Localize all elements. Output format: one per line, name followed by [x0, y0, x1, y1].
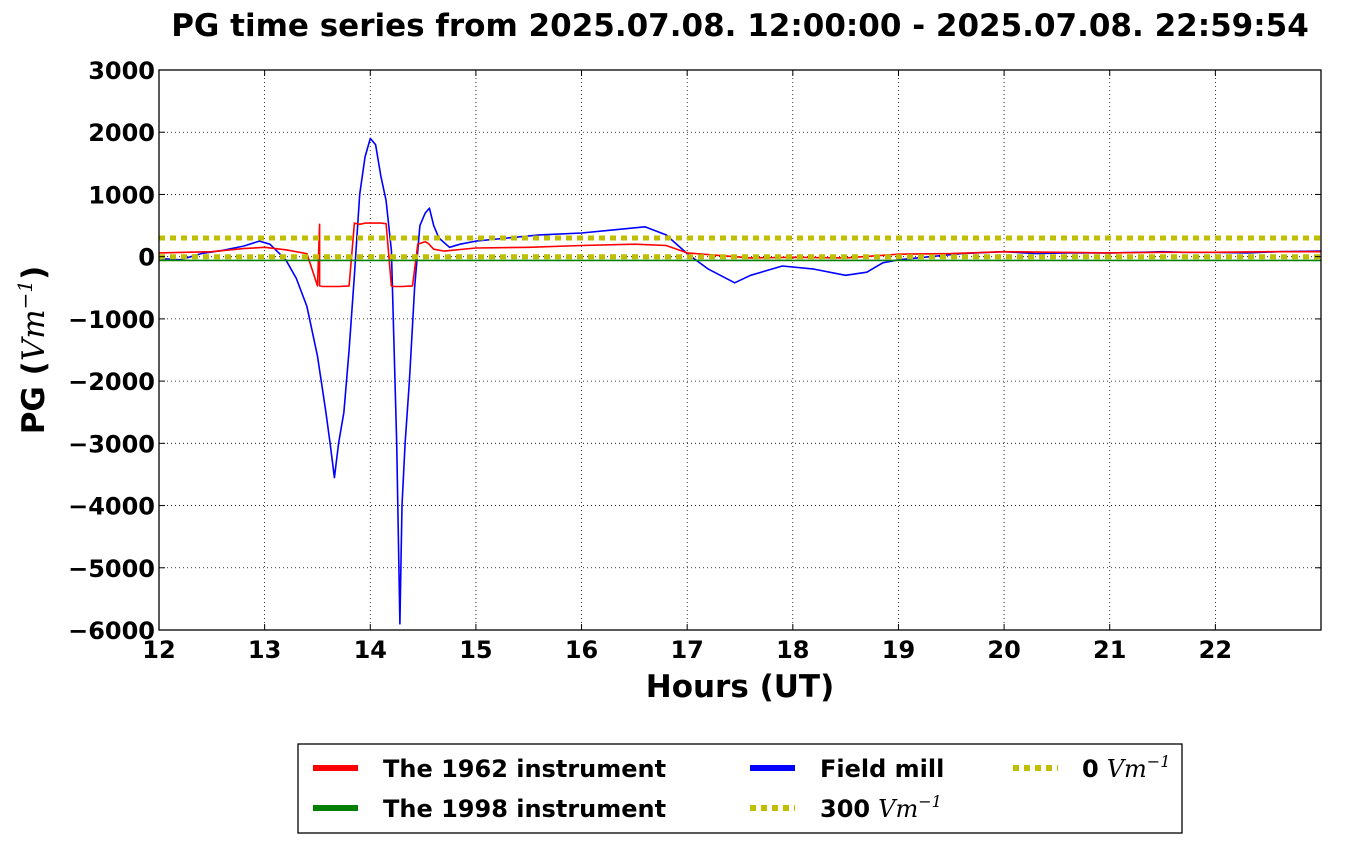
- legend-entry-1962: The 1962 instrument: [313, 755, 666, 783]
- legend-entry-300: 300 Vm−1: [750, 792, 942, 823]
- legend-label-300: 300 Vm−1: [820, 792, 942, 823]
- y-tick-label: −4000: [68, 493, 155, 521]
- x-axis-label: Hours (UT): [646, 669, 835, 705]
- series-line-1962: [158, 222, 1321, 288]
- y-tick-label: 2000: [88, 119, 155, 147]
- x-tick-label: 18: [776, 636, 809, 664]
- x-axis: 12 13 14 15 16 17 18 19 20 21 22: [142, 70, 1232, 664]
- x-tick-label: 21: [1093, 636, 1126, 664]
- y-tick-label: 1000: [88, 181, 155, 209]
- y-tick-label: −6000: [68, 617, 155, 645]
- legend: The 1962 instrument The 1998 instrument …: [297, 743, 1183, 834]
- y-axis-label: PG (Vm−1): [13, 266, 52, 435]
- x-tick-label: 14: [354, 636, 387, 664]
- x-tick-label: 12: [142, 636, 175, 664]
- x-tick-label: 20: [987, 636, 1020, 664]
- y-tick-label: −2000: [68, 368, 155, 396]
- chart-title: PG time series from 2025.07.08. 12:00:00…: [171, 8, 1309, 44]
- x-tick-label: 13: [248, 636, 281, 664]
- y-tick-label: 3000: [88, 57, 155, 85]
- legend-label-1962: The 1962 instrument: [383, 755, 666, 783]
- x-tick-label: 19: [882, 636, 915, 664]
- grid: [159, 70, 1321, 630]
- legend-box: [297, 743, 1183, 834]
- x-tick-label: 22: [1199, 636, 1232, 664]
- series-group: [158, 137, 1322, 625]
- legend-entry-1998: The 1998 instrument: [313, 795, 666, 823]
- x-tick-label: 16: [565, 636, 598, 664]
- y-axis: −6000 −5000 −4000 −3000 −2000 −1000 0 1000 2000 3…: [68, 57, 1321, 645]
- y-tick-label: −5000: [68, 555, 155, 583]
- plot-frame: [158, 69, 1322, 631]
- y-tick-label: −1000: [68, 306, 155, 334]
- legend-label-0: 0 Vm−1: [1082, 752, 1170, 783]
- y-tick-label: 0: [138, 244, 155, 272]
- y-tick-label: −3000: [68, 430, 155, 458]
- legend-label-1998: The 1998 instrument: [383, 795, 666, 823]
- legend-label-field-mill: Field mill: [820, 755, 944, 783]
- legend-entry-field-mill: Field mill: [750, 755, 944, 783]
- x-tick-label: 15: [459, 636, 492, 664]
- x-tick-label: 17: [670, 636, 703, 664]
- legend-entry-0: 0 Vm−1: [1013, 752, 1170, 783]
